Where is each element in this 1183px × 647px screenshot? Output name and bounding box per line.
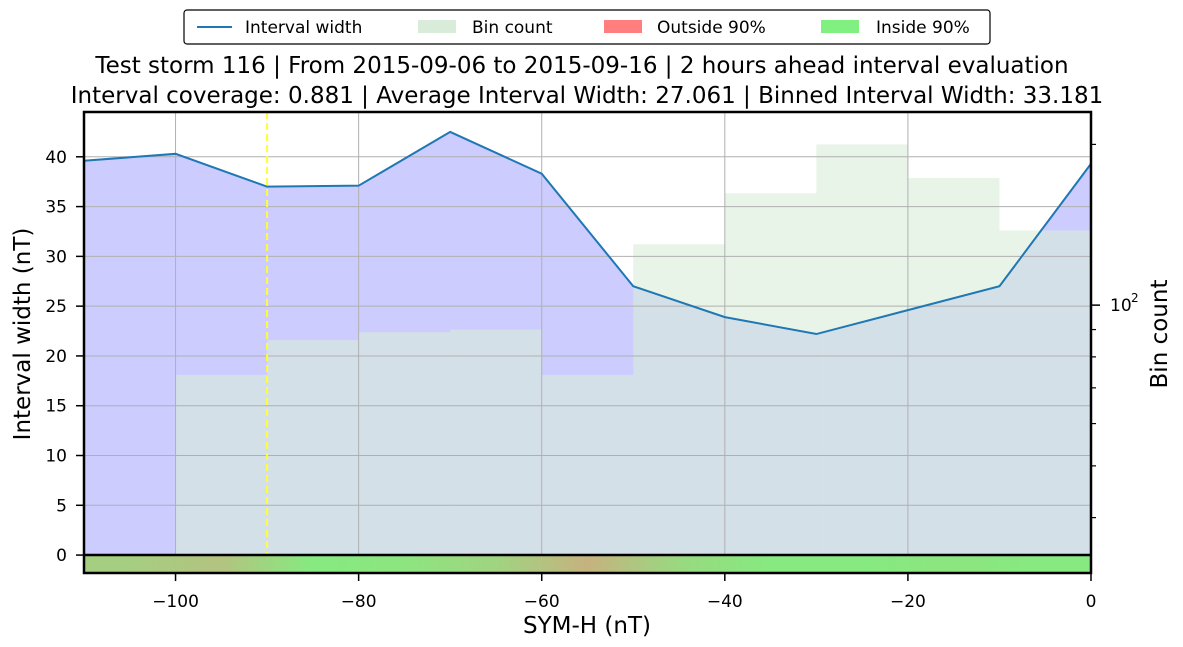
x-tick-label: 0 <box>1086 592 1097 612</box>
y-tick-label: 15 <box>45 397 67 417</box>
y-tick-label: 0 <box>56 546 67 566</box>
bin-count-bar <box>267 340 359 573</box>
y2-tick-label: 10 <box>1110 296 1132 316</box>
bin-count-bar <box>633 244 725 573</box>
y-tick-label: 35 <box>45 198 67 218</box>
legend-label-bin-count: Bin count <box>472 18 553 38</box>
y-tick-label: 20 <box>45 347 67 367</box>
legend-label-inside: Inside 90% <box>876 18 970 38</box>
bin-count-bar <box>816 144 908 574</box>
legend-swatch-outside <box>604 20 642 33</box>
y-tick-label: 30 <box>45 247 67 267</box>
x-tick-label: −100 <box>152 592 199 612</box>
coverage-bar-layer <box>84 555 1091 573</box>
legend-label-outside: Outside 90% <box>657 18 766 38</box>
x-tick-label: −80 <box>341 592 377 612</box>
y-tick-label: 25 <box>45 297 67 317</box>
x-tick-label: −20 <box>890 592 926 612</box>
bin-count-bar <box>358 332 451 573</box>
legend: Interval width Bin count Outside 90% Ins… <box>183 9 991 45</box>
chart-subtitle: Interval coverage: 0.881 | Average Inter… <box>71 83 1103 109</box>
y2-tick-label-exponent: 2 <box>1131 291 1139 305</box>
y-tick-label: 10 <box>45 447 67 467</box>
legend-swatch-inside <box>821 20 859 33</box>
coverage-bar <box>84 555 1091 573</box>
legend-swatch-bin-count <box>418 20 456 33</box>
chart-title: Test storm 116 | From 2015-09-06 to 2015… <box>94 53 1068 79</box>
y-tick-label: 5 <box>56 496 67 516</box>
interval-width-layer <box>83 112 1092 555</box>
bin-count-bar <box>450 329 542 573</box>
x-tick-label: −60 <box>524 592 560 612</box>
x-tick-label: −40 <box>707 592 743 612</box>
bin-count-bar <box>724 193 817 574</box>
bin-count-bar <box>999 230 1091 574</box>
bin-count-bar <box>907 178 1000 574</box>
x-axis-label: SYM-H (nT) <box>523 613 651 639</box>
grid-layer <box>84 112 1092 556</box>
y2-axis-label: Bin count <box>1147 280 1173 389</box>
legend-label-interval-width: Interval width <box>245 18 362 38</box>
y-tick-label: 40 <box>45 148 67 168</box>
bin-count-bar <box>175 374 268 573</box>
legend-frame <box>183 9 991 45</box>
plot-frame <box>82 110 1093 575</box>
y-axis-label: Interval width (nT) <box>10 228 36 441</box>
bin-count-layer <box>84 144 1091 574</box>
plot-frame-layer <box>82 110 1093 575</box>
bin-count-bar <box>541 374 634 573</box>
interval-width-line <box>83 130 1092 336</box>
